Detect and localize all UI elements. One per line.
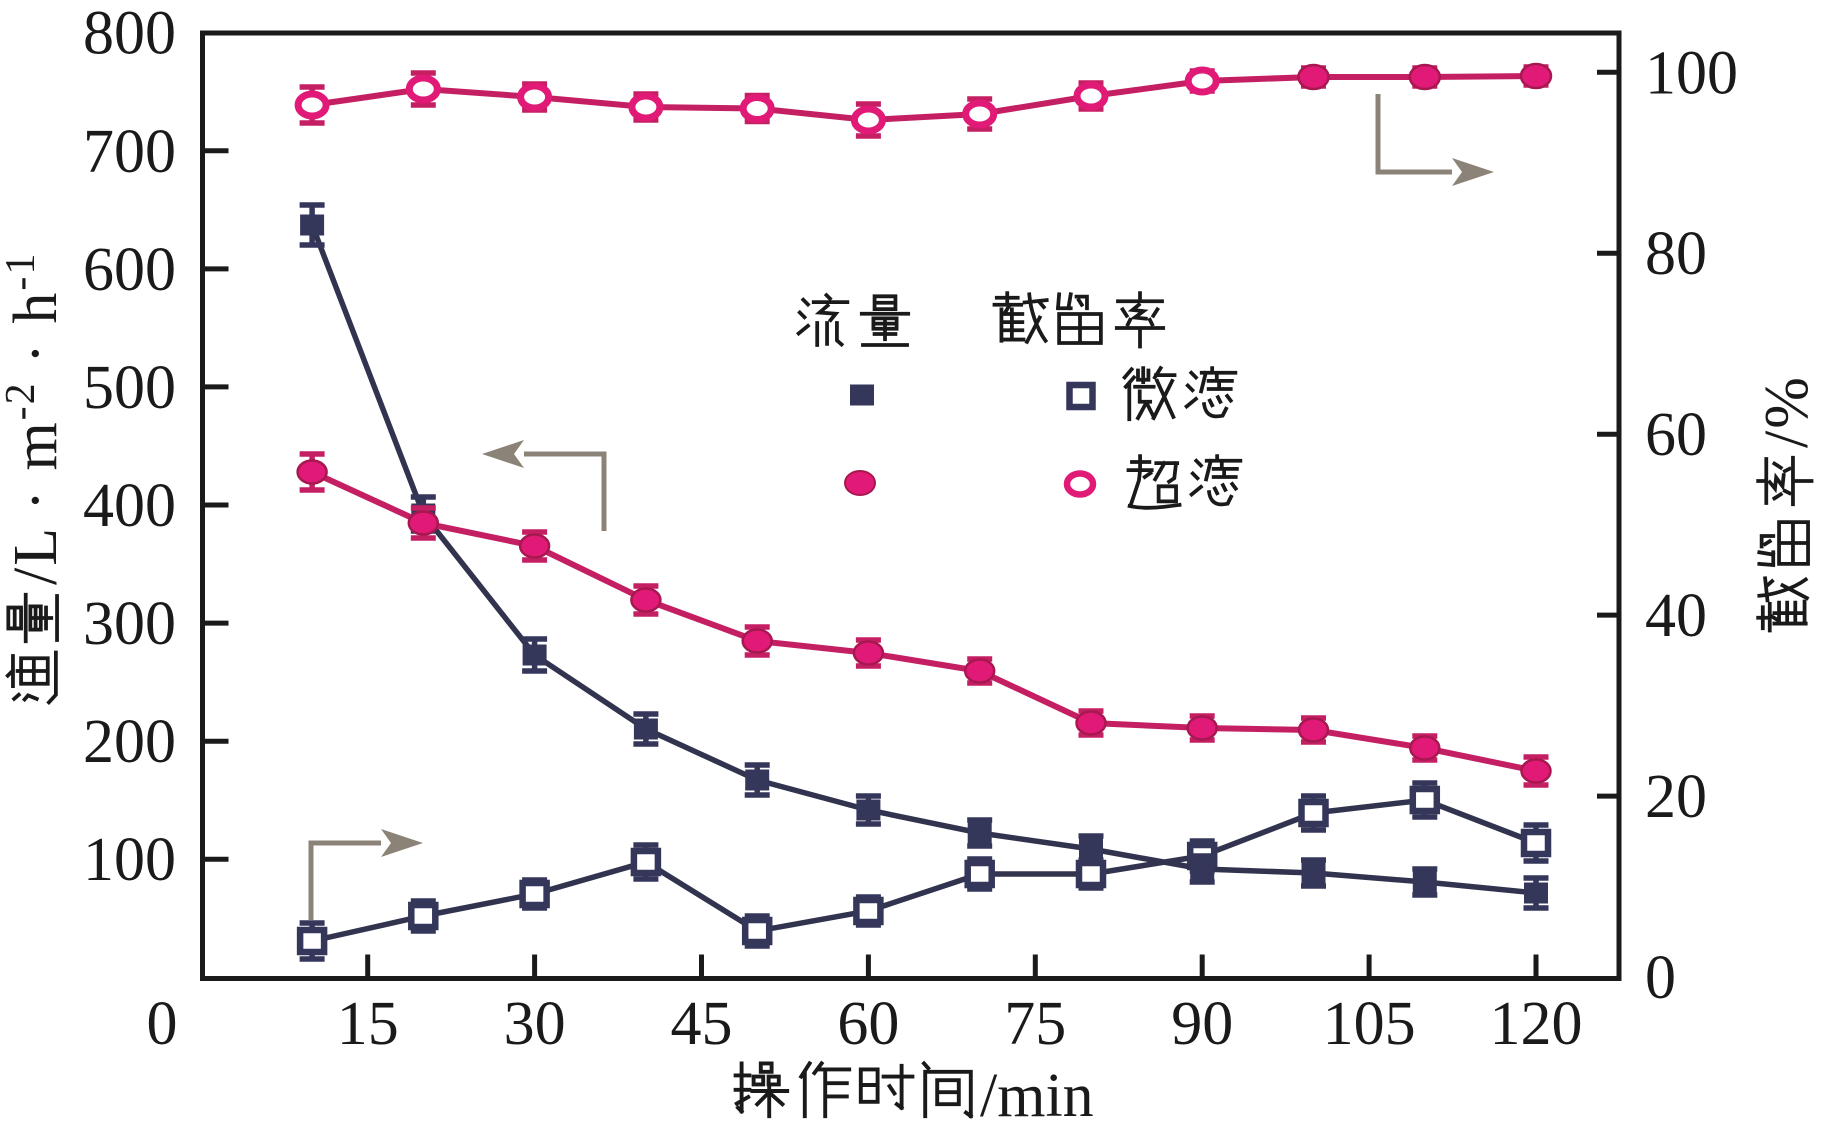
svg-text:200: 200 [83,708,176,776]
svg-text:0: 0 [1645,944,1676,1012]
svg-text:120: 120 [1490,990,1583,1058]
svg-text:80: 80 [1645,220,1707,288]
svg-text:105: 105 [1323,990,1416,1058]
svg-text:500: 500 [83,354,176,422]
svg-text:60: 60 [837,990,899,1058]
svg-text:/%: /% [1753,375,1821,448]
svg-text:60: 60 [1645,401,1707,469]
svg-text:700: 700 [83,118,176,186]
svg-text:400: 400 [83,472,176,540]
svg-text:100: 100 [83,826,176,894]
svg-text:300: 300 [83,590,176,658]
svg-text:45: 45 [671,990,733,1058]
svg-text:800: 800 [83,0,176,68]
svg-text:/min: /min [980,1062,1094,1130]
svg-text:40: 40 [1645,582,1707,650]
svg-text:90: 90 [1171,990,1233,1058]
svg-text:30: 30 [504,990,566,1058]
svg-text:/L · m-2 · h-1: /L · m-2 · h-1 [0,252,70,585]
svg-text:75: 75 [1004,990,1066,1058]
svg-text:100: 100 [1645,39,1738,107]
svg-text:20: 20 [1645,763,1707,831]
svg-text:15: 15 [337,990,399,1058]
svg-text:0: 0 [147,990,178,1058]
svg-text:600: 600 [83,236,176,304]
